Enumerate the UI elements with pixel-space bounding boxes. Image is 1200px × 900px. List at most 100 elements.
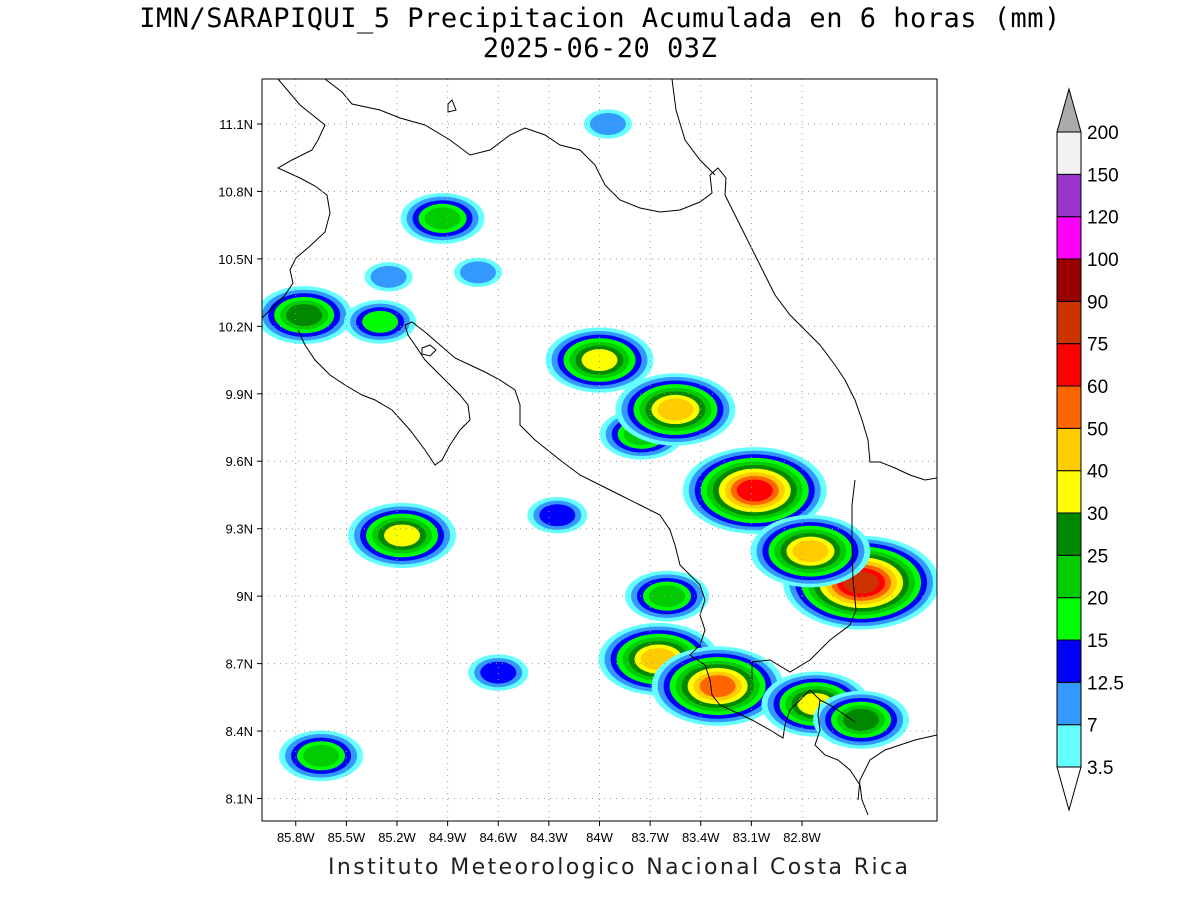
- precip-contour: [384, 524, 421, 547]
- colorbar-label: 12.5: [1087, 673, 1124, 694]
- precip-cell: [583, 109, 632, 139]
- precip-contour: [480, 661, 517, 684]
- lon-tick-label: 84.6W: [479, 830, 517, 845]
- colorbar-label: 75: [1087, 335, 1108, 356]
- colorbar-label: 60: [1087, 377, 1108, 398]
- nicoya-peninsula-coast: [297, 321, 869, 816]
- colorbar-label: 150: [1087, 165, 1119, 186]
- colorbar-band: [1056, 300, 1082, 345]
- colorbar-band: [1056, 512, 1082, 556]
- colorbar-label: 40: [1087, 462, 1108, 483]
- footer-credit: Instituto Meteorologico Nacional Costa R…: [328, 855, 911, 880]
- colorbar-over-triangle: [1056, 87, 1082, 133]
- precip-cell: [279, 730, 364, 782]
- precip-contour: [460, 261, 496, 284]
- colorbar-label: 200: [1087, 123, 1119, 144]
- precip-cell: [348, 502, 457, 569]
- precip-contour: [303, 744, 340, 767]
- colorbar: 3.5 7 12.5 15 20 25 30 40 50 60 75 90 100 120 150 200: [1056, 87, 1124, 812]
- precip-contour: [286, 304, 323, 327]
- lon-tick-label: 83.1W: [733, 830, 771, 845]
- colorbar-band: [1056, 681, 1082, 726]
- lat-tick-label: 10.5N: [218, 252, 253, 267]
- colorbar-band: [1056, 639, 1082, 683]
- precip-cell: [682, 447, 827, 534]
- lat-tick-label: 8.4N: [226, 724, 253, 739]
- lat-tick-label: 8.7N: [226, 657, 253, 672]
- lat-tick-label: 10.8N: [218, 184, 253, 199]
- colorbar-label: 3.5: [1087, 758, 1113, 779]
- lon-tick-label: 84.9W: [429, 830, 467, 845]
- lat-tick-label: 8.1N: [226, 792, 253, 807]
- precip-cell: [400, 193, 485, 244]
- colorbar-label: 50: [1087, 419, 1108, 440]
- lat-tick-label: 9N: [236, 589, 253, 604]
- precip-cell: [651, 646, 784, 726]
- graticule: [262, 79, 937, 821]
- colorbar-band: [1056, 597, 1082, 641]
- colorbar-band: [1056, 131, 1082, 175]
- colorbar-label: 20: [1087, 589, 1108, 610]
- nicaragua-pacific-coast: [262, 79, 331, 319]
- colorbar-band: [1056, 470, 1082, 514]
- golfito-inlet: [819, 699, 856, 723]
- colorbar-band: [1056, 258, 1082, 302]
- colorbar-label: 90: [1087, 292, 1108, 313]
- precip-cell: [625, 570, 709, 622]
- lat-tick-label: 9.3N: [226, 522, 253, 537]
- precip-cell: [750, 514, 871, 588]
- panama-border: [751, 479, 857, 680]
- precip-cell: [545, 327, 654, 393]
- colorbar-band: [1056, 173, 1082, 218]
- precip-contour: [792, 540, 829, 563]
- precip-cell: [454, 257, 502, 287]
- colorbar-label: 25: [1087, 546, 1108, 567]
- lon-tick-label: 84W: [586, 830, 613, 845]
- colorbar-under-triangle: [1056, 766, 1082, 812]
- precip-contour: [370, 265, 407, 288]
- lat-tick-label: 10.2N: [218, 319, 253, 334]
- lat-tick-label: 11.1N: [219, 117, 253, 132]
- precip-contour: [589, 112, 626, 135]
- chiriqui-coast: [857, 734, 937, 801]
- lon-tick-label: 82.8W: [783, 830, 821, 845]
- colorbar-label: 120: [1087, 208, 1119, 229]
- coastline-layer: [262, 79, 937, 816]
- precip-cell: [364, 262, 413, 292]
- precip-contour: [843, 708, 880, 731]
- precip-contour: [736, 479, 773, 502]
- lon-tick-label: 85.8W: [277, 830, 315, 845]
- precip-contour: [539, 504, 576, 527]
- colorbar-band: [1056, 343, 1082, 387]
- precip-contour: [649, 585, 685, 608]
- border-layer: [751, 479, 857, 680]
- colorbar-band: [1056, 554, 1082, 599]
- lon-tick-label: 83.4W: [682, 830, 720, 845]
- precip-cell: [527, 497, 588, 534]
- colorbar-label: 7: [1087, 716, 1098, 737]
- lon-tick-label: 83.7W: [631, 830, 669, 845]
- precip-cell: [344, 300, 417, 344]
- lat-tick-label: 9.9N: [226, 387, 253, 402]
- latitude-axis: 11.1N 10.8N 10.5N 10.2N 9.9N 9.6N 9.3N 9N 8.7N 8.…: [218, 117, 262, 807]
- colorbar-band: [1056, 216, 1082, 260]
- island-chira: [421, 344, 437, 357]
- lat-tick-label: 9.6N: [226, 454, 253, 469]
- colorbar-label: 15: [1087, 631, 1108, 652]
- caribbean-coast: [671, 79, 937, 481]
- precip-contour: [424, 207, 461, 230]
- map-subtitle: 2025-06-20 03Z: [482, 33, 718, 64]
- lake-nicaragua-south-shore: [324, 79, 727, 213]
- lake-islet: [447, 99, 457, 113]
- lon-tick-label: 84.3W: [530, 830, 568, 845]
- colorbar-label: 30: [1087, 504, 1108, 525]
- precip-contour: [657, 398, 694, 421]
- precip-contour: [362, 310, 399, 333]
- precip-cell: [813, 690, 910, 749]
- precip-cell: [615, 373, 736, 446]
- longitude-axis: 85.8W 85.5W 85.2W 84.9W 84.6W 84.3W 84W 83.7W 83…: [277, 821, 822, 845]
- colorbar-label: 100: [1087, 250, 1119, 271]
- precip-cell: [468, 654, 529, 691]
- precip-contour: [699, 675, 736, 698]
